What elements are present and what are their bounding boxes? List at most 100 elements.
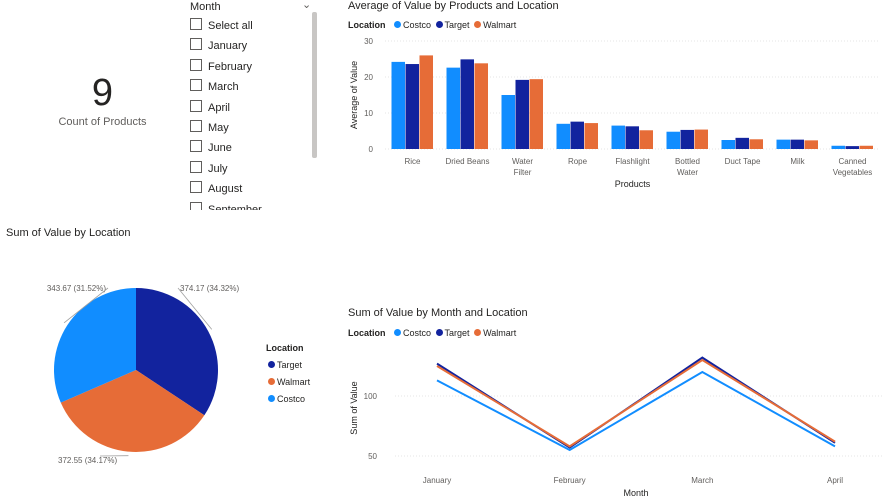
slicer-option-label: March: [208, 81, 239, 94]
slicer-option[interactable]: May: [190, 120, 229, 136]
slicer-option-label: August: [208, 183, 243, 196]
bar-target: [680, 129, 694, 149]
card-value: 9: [91, 72, 114, 114]
x-tick-label: Filter: [514, 168, 532, 177]
legend-dot-icon: [268, 395, 275, 402]
slicer-scrollbar[interactable]: [312, 12, 317, 158]
bar-costco: [666, 131, 680, 149]
checkbox-icon[interactable]: [190, 99, 202, 112]
x-tick-label: February: [554, 476, 586, 485]
slicer-option[interactable]: July: [190, 160, 228, 177]
legend-item-costco[interactable]: Costco: [392, 328, 431, 338]
chevron-down-icon[interactable]: ⌄: [302, 0, 312, 11]
legend-item-walmart[interactable]: Walmart: [472, 20, 516, 30]
bar-walmart: [529, 79, 543, 149]
x-tick-label: April: [827, 476, 843, 485]
legend-dot-icon: [394, 21, 402, 28]
pie-chart: 374.17 (34.32%) 372.55 (34.17%) 343.67 (31…: [47, 284, 240, 465]
y-tick-label: 30: [364, 37, 373, 46]
legend-dot-icon: [474, 329, 482, 336]
checkbox-icon[interactable]: [190, 201, 202, 210]
line-chart-legend: Location Costco Target Walmart: [348, 328, 516, 338]
count-card[interactable]: 9 Count of Products: [40, 70, 165, 128]
x-tick-label: Canned: [838, 157, 866, 166]
legend-dot-icon: [474, 21, 482, 28]
line-chart: 50 100 January February March April Month Sum o…: [349, 356, 882, 496]
bar-costco: [391, 61, 405, 149]
slicer-option-label: February: [208, 60, 253, 73]
x-tick-label: Bottled: [675, 157, 700, 166]
bar-walmart: [749, 139, 763, 149]
legend-dot-icon: [268, 361, 275, 368]
y-tick-label: 100: [364, 392, 378, 401]
checkbox-icon[interactable]: [190, 58, 202, 71]
y-tick-label: 20: [364, 73, 373, 82]
bar-target: [625, 126, 639, 149]
bar-target: [405, 64, 419, 149]
bar-walmart: [694, 129, 708, 149]
bar-target: [515, 79, 529, 149]
legend-dot-icon: [435, 329, 443, 336]
slicer-option[interactable]: August: [190, 181, 242, 197]
legend-item-target[interactable]: Target: [434, 20, 470, 30]
legend-dot-icon: [268, 378, 275, 385]
bar-walmart: [859, 145, 873, 149]
y-tick-label: 10: [364, 109, 373, 118]
bar-target: [845, 146, 859, 149]
legend-item-walmart[interactable]: Walmart: [472, 328, 516, 338]
leader-line: [177, 287, 213, 330]
checkbox-icon[interactable]: [190, 181, 202, 194]
legend-item-costco[interactable]: Costco: [392, 20, 431, 30]
x-tick-label: Duct Tape: [725, 157, 761, 166]
bar-target: [735, 137, 749, 149]
legend-item-costco[interactable]: Costco: [266, 391, 310, 408]
checkbox-icon[interactable]: [190, 79, 202, 92]
checkbox-icon[interactable]: [190, 38, 202, 51]
slicer-option[interactable]: April: [190, 99, 230, 116]
bar-chart-legend: Location Costco Target Walmart: [348, 20, 516, 30]
x-tick-label: Rice: [404, 157, 421, 166]
slicer-option-label: July: [208, 162, 228, 175]
slicer-option[interactable]: June: [190, 140, 232, 156]
slicer-option-label: Select all: [208, 20, 253, 32]
bar-walmart: [419, 55, 433, 149]
data-label: 343.67 (31.52%): [47, 284, 106, 293]
slicer-title: Month: [190, 1, 221, 13]
data-label: 374.17 (34.32%): [180, 284, 239, 293]
line-series-walmart: [436, 358, 836, 448]
legend-title: Location: [348, 328, 386, 338]
x-axis-label: Month: [623, 488, 648, 496]
bar-costco: [446, 67, 460, 149]
x-tick-label: Milk: [790, 157, 805, 166]
pie-slice-target: [136, 288, 219, 416]
bar-walmart: [639, 130, 653, 149]
checkbox-icon[interactable]: [190, 140, 202, 153]
checkbox-icon[interactable]: [190, 120, 202, 132]
legend-dot-icon: [435, 21, 443, 28]
slicer-option[interactable]: January: [190, 38, 247, 54]
pie-slice-walmart: [60, 370, 205, 452]
slicer-option[interactable]: Select all: [190, 18, 253, 34]
x-tick-label: Water: [512, 157, 533, 166]
bar-walmart: [474, 63, 488, 149]
slicer-option[interactable]: March: [190, 79, 239, 95]
y-tick-label: 0: [369, 145, 374, 154]
bar-costco: [611, 125, 625, 149]
card-label: Count of Products: [58, 116, 147, 128]
slicer-option-label: September: [208, 203, 262, 210]
legend-item-target[interactable]: Target: [434, 328, 470, 338]
checkbox-icon[interactable]: [190, 160, 202, 173]
bar-target: [570, 121, 584, 149]
bar-walmart: [584, 123, 598, 149]
legend-item-target[interactable]: Target: [266, 357, 310, 374]
pie-chart-title: Sum of Value by Location: [6, 227, 131, 239]
month-slicer[interactable]: Month ⌄ Select all January February March Ap…: [182, 0, 322, 210]
legend-title: Location: [348, 20, 386, 30]
bar-costco: [501, 95, 515, 149]
slicer-option[interactable]: September: [190, 201, 262, 210]
checkbox-icon[interactable]: [190, 18, 202, 30]
leader-line: [63, 287, 109, 324]
legend-item-walmart[interactable]: Walmart: [266, 374, 310, 391]
x-tick-label: January: [423, 476, 451, 485]
slicer-option[interactable]: February: [190, 58, 253, 75]
